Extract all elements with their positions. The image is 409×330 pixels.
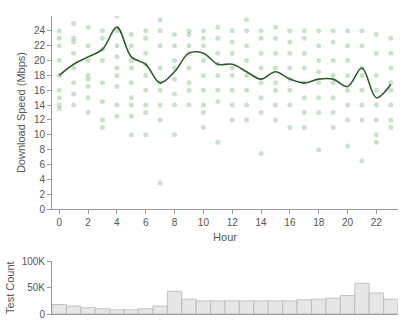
svg-text:12: 12	[227, 217, 239, 228]
svg-text:22: 22	[34, 40, 46, 51]
svg-text:20: 20	[342, 217, 354, 228]
svg-text:8: 8	[172, 217, 178, 228]
svg-text:0: 0	[39, 204, 45, 215]
svg-text:14: 14	[34, 100, 46, 111]
svg-text:12: 12	[34, 114, 46, 125]
svg-text:10: 10	[198, 217, 210, 228]
svg-text:4: 4	[114, 217, 120, 228]
svg-text:20: 20	[34, 55, 46, 66]
svg-text:Download Speed (Mbps): Download Speed (Mbps)	[15, 52, 27, 173]
svg-text:Test Count: Test Count	[4, 261, 16, 314]
svg-text:100K: 100K	[22, 256, 46, 267]
svg-text:10: 10	[34, 129, 46, 140]
svg-text:24: 24	[34, 25, 46, 36]
svg-text:0: 0	[56, 217, 62, 228]
svg-text:4: 4	[39, 174, 45, 185]
svg-text:22: 22	[371, 217, 383, 228]
svg-text:14: 14	[255, 217, 267, 228]
svg-text:2: 2	[85, 217, 91, 228]
svg-text:6: 6	[39, 159, 45, 170]
svg-text:0: 0	[39, 309, 45, 320]
svg-text:16: 16	[34, 85, 46, 96]
svg-text:16: 16	[284, 217, 296, 228]
svg-text:8: 8	[39, 144, 45, 155]
svg-text:2: 2	[39, 189, 45, 200]
svg-text:18: 18	[34, 70, 46, 81]
svg-text:Hour: Hour	[213, 231, 237, 243]
svg-text:18: 18	[313, 217, 325, 228]
svg-text:6: 6	[143, 217, 149, 228]
svg-text:50K: 50K	[27, 282, 45, 293]
